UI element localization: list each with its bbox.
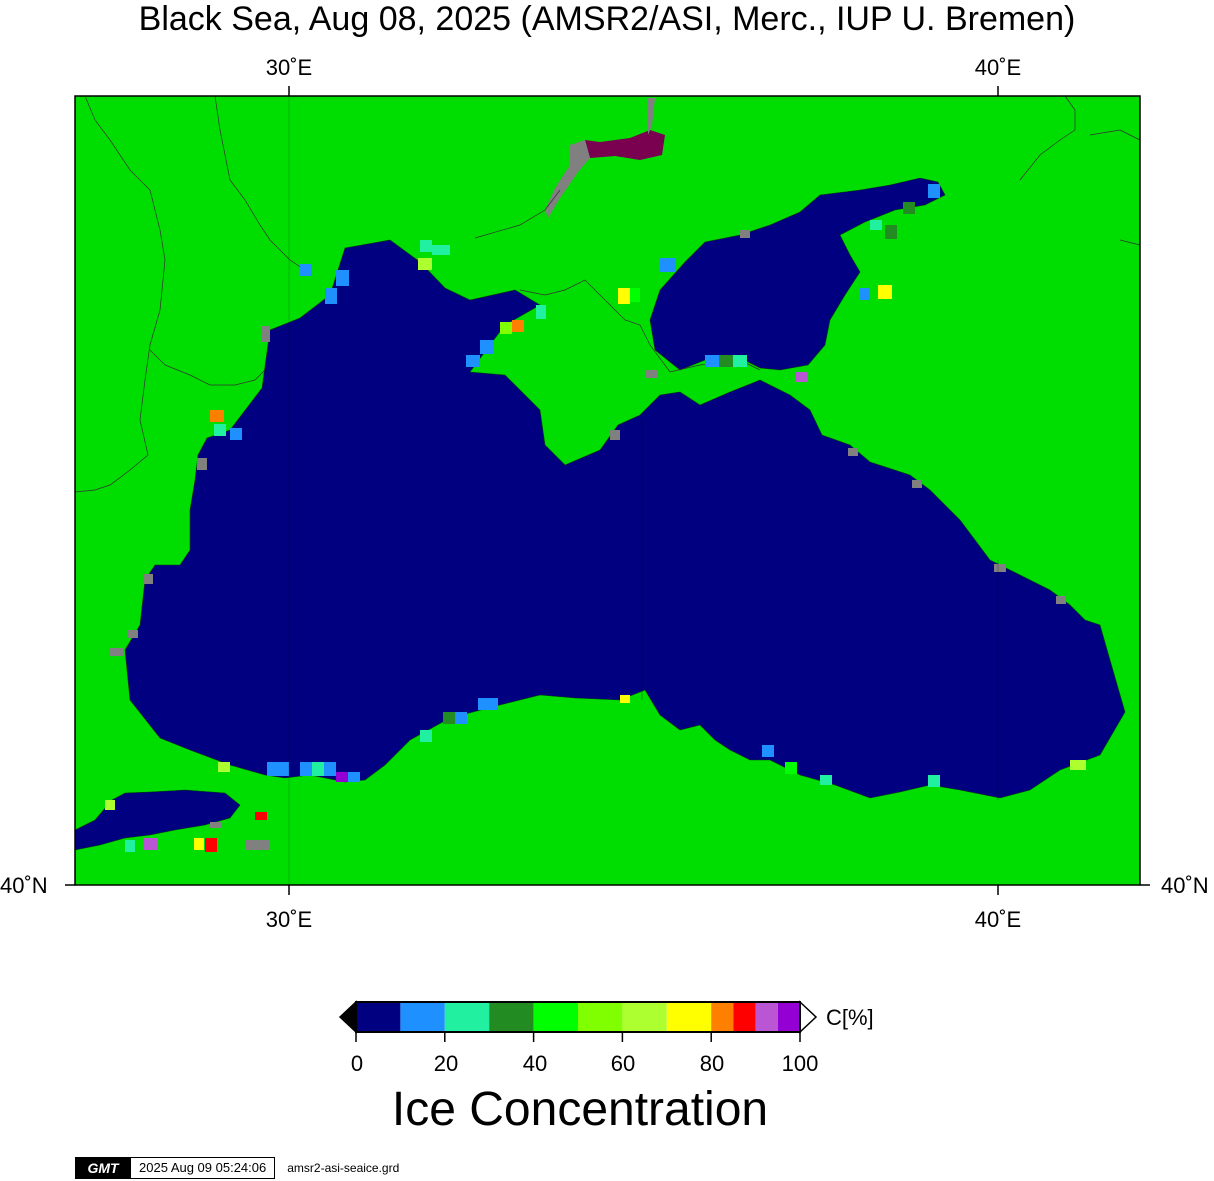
- colorbar-frame: [355, 1001, 801, 1033]
- border-line-2: [214, 95, 306, 271]
- colorbar-segment: [578, 1002, 623, 1032]
- map-title: Black Sea, Aug 08, 2025 (AMSR2/ASI, Merc…: [138, 0, 1076, 38]
- colorbar-segment: [400, 1002, 445, 1032]
- colorbar-title: Ice Concentration: [391, 1083, 769, 1136]
- colorbar-unit-label: C[%]: [826, 1005, 874, 1030]
- colorbar-tick-label: 0: [350, 1051, 364, 1076]
- coastline-crimea: [519, 279, 761, 373]
- lon-label-top-40e: 40˚E: [974, 55, 1022, 80]
- map-frame: [74, 95, 1141, 886]
- colorbar-tick-label: 60: [610, 1051, 636, 1076]
- lon-label-top-30e: 30˚E: [265, 55, 313, 80]
- colorbar-segment: [666, 1002, 712, 1032]
- border-line-7: [474, 189, 561, 239]
- colorbar-over-arrow: [799, 1000, 818, 1034]
- border-line-5: [1089, 129, 1141, 141]
- lon-label-bottom-40e: 40˚E: [974, 907, 1022, 932]
- colorbar-tick-label: 80: [699, 1051, 725, 1076]
- ice-pixels: [105, 184, 1086, 852]
- colorbar-segment: [489, 1002, 534, 1032]
- colorbar-segment: [755, 1002, 778, 1032]
- colorbar-segment: [444, 1002, 490, 1032]
- grid-filename: amsr2-asi-seaice.grd: [287, 1161, 400, 1175]
- colorbar: [338, 1000, 818, 1042]
- border-line-3: [149, 349, 266, 386]
- colorbar-segment: [733, 1002, 756, 1032]
- coastal-gray-pixels: [110, 230, 1066, 850]
- colorbar-segment: [533, 1002, 578, 1032]
- colorbar-segment: [711, 1002, 734, 1032]
- border-line-1: [74, 95, 166, 493]
- coastal-gray-north: [545, 140, 590, 218]
- marmara-sea-water: [74, 789, 241, 851]
- lon-label-bottom-30e: 30˚E: [265, 907, 313, 932]
- colorbar-segment: [622, 1002, 667, 1032]
- sivash-lagoon: [585, 130, 665, 160]
- colorbar-tick-label: 40: [522, 1051, 548, 1076]
- colorbar-segment: [356, 1002, 401, 1032]
- lat-label-left-40n: 40˚N: [0, 873, 48, 898]
- lat-label-right-40n: 40˚N: [1161, 873, 1209, 898]
- border-line-6: [1119, 239, 1141, 246]
- colorbar-tick-label: 100: [781, 1051, 819, 1076]
- timestamp-text: 2025 Aug 09 05:24:06: [131, 1157, 276, 1179]
- colorbar-segment: [777, 1002, 800, 1032]
- border-line-4: [1019, 95, 1076, 181]
- gmt-timestamp: GMT 2025 Aug 09 05:24:06 amsr2-asi-seaic…: [75, 1157, 399, 1179]
- gmt-logo: GMT: [75, 1157, 131, 1179]
- colorbar-tick-label: 20: [433, 1051, 459, 1076]
- colorbar-under-arrow: [338, 1000, 357, 1034]
- coastal-gray-strait: [648, 98, 655, 135]
